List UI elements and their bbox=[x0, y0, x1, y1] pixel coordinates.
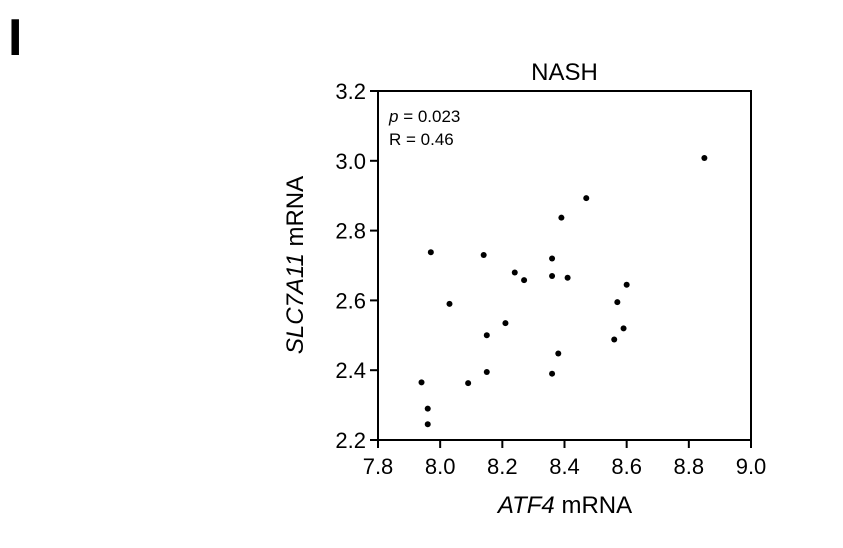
data-point bbox=[424, 421, 431, 428]
data-point bbox=[446, 300, 453, 307]
data-point bbox=[521, 277, 528, 284]
data-point bbox=[701, 155, 708, 162]
data-point bbox=[549, 272, 556, 279]
x-tick-label: 9.0 bbox=[736, 454, 767, 479]
data-point bbox=[424, 405, 431, 412]
data-point bbox=[549, 370, 556, 377]
data-point bbox=[583, 195, 590, 202]
data-point bbox=[511, 269, 518, 276]
data-points bbox=[418, 155, 708, 428]
x-tick-label: 7.8 bbox=[363, 454, 394, 479]
y-tick-label: 3.0 bbox=[335, 149, 366, 174]
x-axis-title: ATF4 mRNA bbox=[496, 492, 632, 519]
panel-label: I bbox=[8, 9, 23, 67]
y-tick-label: 2.6 bbox=[335, 288, 366, 313]
x-tick-label: 8.2 bbox=[487, 454, 518, 479]
data-point bbox=[480, 252, 487, 259]
x-axis-unit: mRNA bbox=[555, 492, 632, 519]
axis-ticks: 7.8 8.0 8.2 8.4 8.6 8.8 9.0 2.2 2.4 2.6 2.8 3.0 3.2 bbox=[335, 79, 766, 479]
p-symbol: p bbox=[388, 107, 398, 126]
x-tick-label: 8.6 bbox=[611, 454, 642, 479]
r-value-annotation: R = 0.46 bbox=[389, 130, 454, 149]
y-tick-label: 3.2 bbox=[335, 79, 366, 104]
data-point bbox=[427, 249, 434, 256]
data-point bbox=[465, 380, 472, 387]
y-axis-title: SLC7A11 mRNA bbox=[282, 176, 309, 354]
p-value-annotation: p = 0.023 bbox=[388, 107, 460, 126]
y-tick-label: 2.2 bbox=[335, 428, 366, 453]
data-point bbox=[418, 379, 425, 386]
data-point bbox=[549, 255, 556, 262]
x-tick-label: 8.8 bbox=[674, 454, 705, 479]
data-point bbox=[611, 336, 618, 343]
data-point bbox=[620, 325, 627, 332]
data-point bbox=[483, 368, 490, 375]
data-point bbox=[623, 281, 630, 288]
x-tick-label: 8.4 bbox=[549, 454, 580, 479]
data-point bbox=[564, 274, 571, 281]
chart-title: NASH bbox=[531, 59, 598, 86]
y-axis-gene: SLC7A11 bbox=[282, 253, 309, 354]
y-tick-label: 2.8 bbox=[335, 219, 366, 244]
plot-area-frame bbox=[377, 90, 752, 441]
data-point bbox=[483, 332, 490, 339]
y-tick-label: 2.4 bbox=[335, 358, 366, 383]
p-value-text: = 0.023 bbox=[398, 107, 460, 126]
x-tick-label: 8.0 bbox=[425, 454, 456, 479]
data-point bbox=[614, 299, 621, 306]
x-axis-gene: ATF4 bbox=[496, 492, 555, 519]
y-axis-unit: mRNA bbox=[282, 176, 309, 253]
data-point bbox=[555, 350, 562, 357]
data-point bbox=[502, 320, 509, 327]
data-point bbox=[558, 214, 565, 221]
